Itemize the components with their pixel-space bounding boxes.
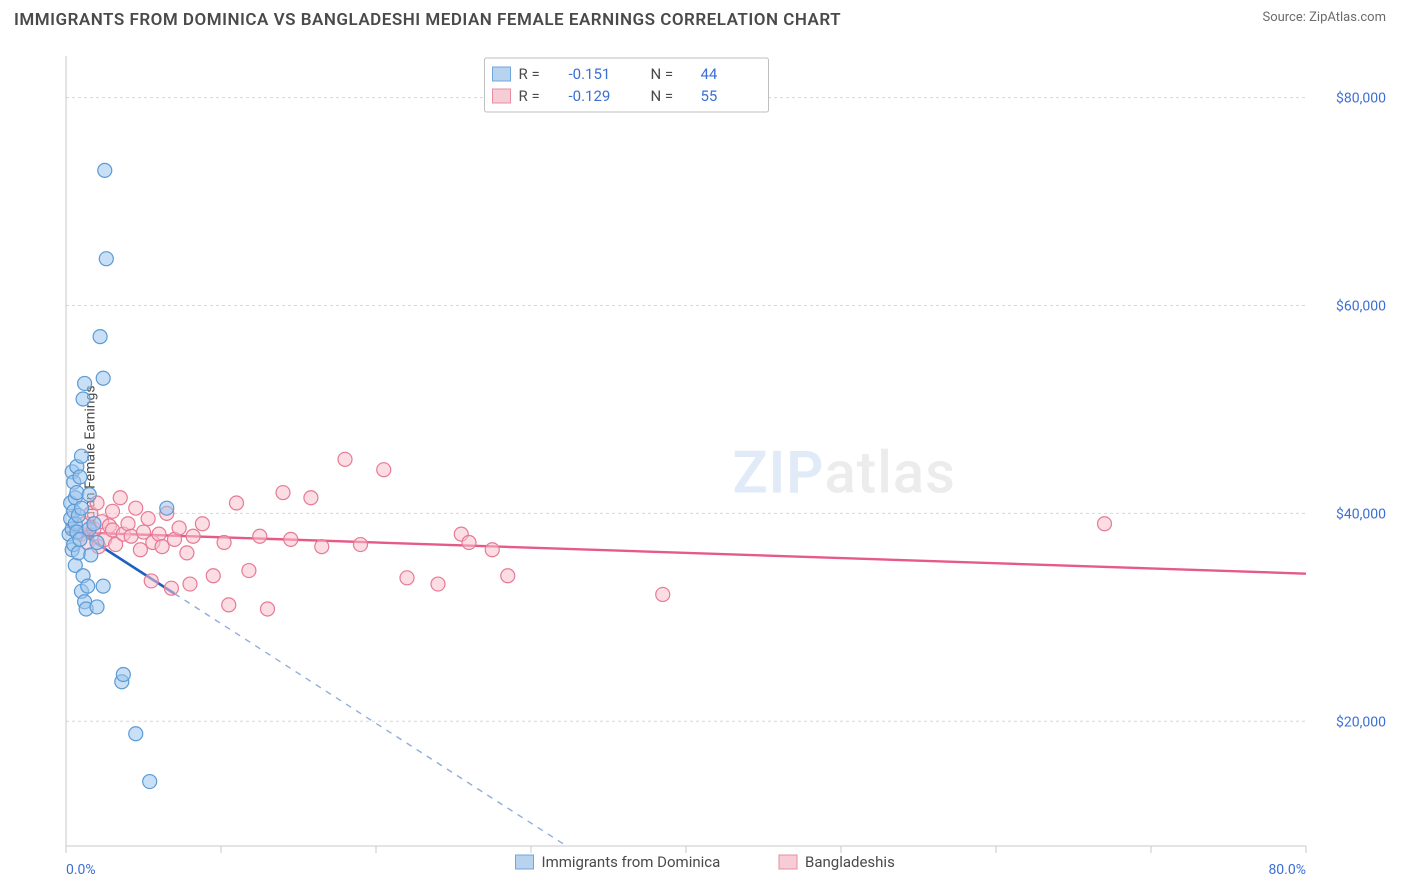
point-bangladeshi xyxy=(284,532,298,546)
point-bangladeshi xyxy=(129,501,143,515)
y-tick-label: $60,000 xyxy=(1336,297,1386,314)
bottom-legend-swatch-bangladeshis xyxy=(779,855,797,869)
point-bangladeshi xyxy=(230,496,244,510)
y-tick-label: $20,000 xyxy=(1336,713,1386,730)
point-bangladeshi xyxy=(164,581,178,595)
point-dominica xyxy=(76,392,90,406)
point-dominica xyxy=(73,470,87,484)
point-bangladeshi xyxy=(377,463,391,477)
point-dominica xyxy=(93,330,107,344)
point-dominica xyxy=(84,548,98,562)
point-bangladeshi xyxy=(222,598,236,612)
point-bangladeshi xyxy=(141,512,155,526)
point-bangladeshi xyxy=(242,564,256,578)
point-bangladeshi xyxy=(431,577,445,591)
legend-n-label: N = xyxy=(651,65,674,83)
watermark: ZIPatlas xyxy=(733,440,956,508)
legend-swatch xyxy=(493,89,511,103)
point-bangladeshi xyxy=(276,486,290,500)
point-dominica xyxy=(75,501,89,515)
y-tick-label: $80,000 xyxy=(1336,90,1386,107)
axis-border xyxy=(66,56,1306,846)
legend-n-value: 44 xyxy=(701,65,718,83)
point-dominica xyxy=(160,501,174,515)
legend-r-value: -0.151 xyxy=(569,65,611,83)
point-bangladeshi xyxy=(315,540,329,554)
point-dominica xyxy=(82,488,96,502)
legend-r-label: R = xyxy=(519,65,540,83)
point-dominica xyxy=(143,775,157,789)
point-bangladeshi xyxy=(113,491,127,505)
scatter-plot: $20,000 $40,000 $60,000 $80,000 0.0% 80.0% ZIP… xyxy=(58,46,1392,878)
bottom-legend-label-dominica: Immigrants from Dominica xyxy=(542,853,721,871)
legend-n-value: 55 xyxy=(701,87,718,105)
point-bangladeshi xyxy=(304,491,318,505)
y-tick-label: $40,000 xyxy=(1336,505,1386,522)
point-dominica xyxy=(129,727,143,741)
point-bangladeshi xyxy=(183,577,197,591)
source-attribution: Source: ZipAtlas.com xyxy=(1262,10,1386,25)
point-dominica xyxy=(90,535,104,549)
point-bangladeshi xyxy=(186,529,200,543)
point-bangladeshi xyxy=(106,504,120,518)
point-bangladeshi xyxy=(172,521,186,535)
legend-n-label: N = xyxy=(651,87,674,105)
point-bangladeshi xyxy=(180,546,194,560)
x-tick-label-min: 0.0% xyxy=(66,862,96,878)
chart-header: IMMIGRANTS FROM DOMINICA VS BANGLADESHI … xyxy=(0,0,1406,34)
point-bangladeshi xyxy=(155,540,169,554)
point-dominica xyxy=(87,517,101,531)
point-bangladeshi xyxy=(152,527,166,541)
point-dominica xyxy=(70,486,84,500)
point-bangladeshi xyxy=(217,535,231,549)
legend-r-label: R = xyxy=(519,87,540,105)
point-bangladeshi xyxy=(400,571,414,585)
point-dominica xyxy=(96,371,110,385)
chart-area: Median Female Earnings $20,000$40,000$60… xyxy=(14,46,1392,878)
legend-r-value: -0.129 xyxy=(569,87,611,105)
point-bangladeshi xyxy=(261,602,275,616)
point-bangladeshi xyxy=(338,452,352,466)
point-bangladeshi xyxy=(485,543,499,557)
source-value: ZipAtlas.com xyxy=(1309,10,1386,25)
point-bangladeshi xyxy=(121,517,135,531)
chart-title: IMMIGRANTS FROM DOMINICA VS BANGLADESHI … xyxy=(14,10,841,30)
trend-line-dominica-dashed xyxy=(175,594,567,846)
point-bangladeshi xyxy=(501,569,515,583)
point-bangladeshi xyxy=(195,517,209,531)
source-label: Source: xyxy=(1262,10,1309,25)
point-dominica xyxy=(75,449,89,463)
point-bangladeshi xyxy=(462,535,476,549)
point-dominica xyxy=(81,579,95,593)
point-bangladeshi xyxy=(253,529,267,543)
point-dominica xyxy=(116,667,130,681)
point-bangladeshi xyxy=(354,538,368,552)
point-bangladeshi xyxy=(1098,517,1112,531)
point-bangladeshi xyxy=(144,574,158,588)
point-dominica xyxy=(78,376,92,390)
point-dominica xyxy=(71,546,85,560)
point-bangladeshi xyxy=(656,587,670,601)
legend-swatch xyxy=(493,67,511,81)
point-bangladeshi xyxy=(133,543,147,557)
bottom-legend-label-bangladeshis: Bangladeshis xyxy=(805,853,895,871)
point-dominica xyxy=(98,163,112,177)
bottom-legend-swatch-dominica xyxy=(516,855,534,869)
point-dominica xyxy=(96,579,110,593)
point-bangladeshi xyxy=(206,569,220,583)
point-dominica xyxy=(99,252,113,266)
x-tick-label-max: 80.0% xyxy=(1268,862,1306,878)
point-dominica xyxy=(90,600,104,614)
